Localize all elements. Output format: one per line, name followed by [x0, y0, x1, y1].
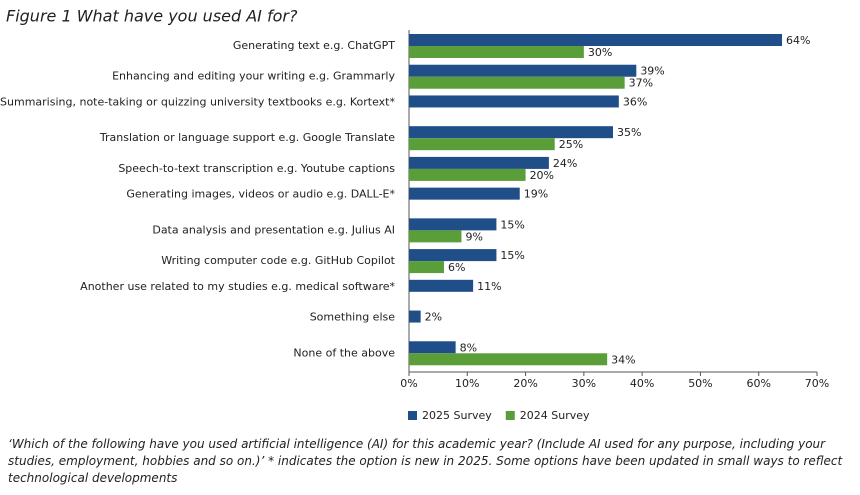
value-label: 9%	[465, 230, 482, 243]
value-label: 8%	[460, 341, 477, 354]
y-tick-label: Another use related to my studies e.g. m…	[80, 280, 395, 293]
bar	[409, 187, 520, 200]
legend-swatch	[505, 411, 515, 420]
y-tick-label: Speech-to-text transcription e.g. Youtub…	[118, 162, 395, 175]
bar	[409, 218, 497, 231]
value-label: 37%	[629, 77, 653, 90]
bar	[409, 138, 555, 151]
bar	[409, 341, 456, 354]
bar	[409, 46, 584, 58]
value-label: 36%	[623, 95, 647, 108]
bar	[409, 34, 783, 46]
value-label: 11%	[477, 280, 501, 293]
value-label: 25%	[559, 138, 583, 151]
y-tick-label: Translation or language support e.g. Goo…	[99, 131, 395, 144]
value-label: 35%	[617, 126, 641, 139]
bar	[409, 261, 444, 274]
y-tick-label: Writing computer code e.g. GitHub Copilo…	[161, 254, 395, 267]
bar	[409, 353, 608, 366]
y-tick-label: Generating images, videos or audio e.g. …	[126, 188, 395, 201]
value-label: 39%	[640, 65, 664, 78]
bar	[409, 156, 549, 169]
bar	[409, 249, 497, 262]
y-tick-label: None of the above	[293, 346, 395, 359]
value-label: 19%	[524, 188, 548, 201]
value-label: 30%	[588, 46, 612, 59]
y-tick-label: Enhancing and editing your writing e.g. …	[112, 70, 395, 83]
y-tick-label: Something else	[310, 311, 396, 324]
value-label: 6%	[448, 261, 465, 274]
value-label: 64%	[786, 34, 810, 47]
bar	[409, 279, 474, 292]
bar	[409, 126, 613, 139]
value-label: 24%	[553, 157, 577, 170]
legend-label: 2025 Survey	[422, 409, 492, 422]
bar	[409, 310, 421, 323]
value-label: 15%	[500, 218, 524, 231]
bar	[409, 64, 637, 77]
value-label: 34%	[611, 353, 635, 366]
legend-swatch	[408, 411, 417, 420]
x-tick-label: 40%	[630, 377, 654, 390]
x-tick-label: 50%	[688, 377, 712, 390]
legend-label: 2024 Survey	[520, 409, 590, 422]
chart-title: Figure 1 What have you used AI for?	[6, 7, 298, 26]
chart: Figure 1 What have you used AI for? 0% 10…	[0, 7, 829, 423]
bar	[409, 76, 625, 89]
bar	[409, 95, 619, 108]
x-tick-label: 60%	[746, 377, 770, 390]
y-tick-label: Summarising, note-taking or quizzing uni…	[0, 95, 395, 108]
y-tick-label: Generating text e.g. ChatGPT	[233, 39, 395, 52]
x-tick-label: 70%	[805, 377, 829, 390]
x-tick-label: 30%	[572, 377, 596, 390]
caption: ‘Which of the following have you used ar…	[8, 437, 843, 485]
value-label: 2%	[425, 311, 442, 324]
bar	[409, 230, 462, 243]
bar	[409, 168, 526, 181]
value-label: 20%	[530, 169, 554, 182]
value-label: 15%	[500, 249, 524, 262]
y-tick-label: Data analysis and presentation e.g. Juli…	[152, 223, 395, 236]
x-tick-label: 20%	[513, 377, 537, 390]
x-tick-label: 0%	[400, 377, 417, 390]
x-tick-label: 10%	[455, 377, 479, 390]
